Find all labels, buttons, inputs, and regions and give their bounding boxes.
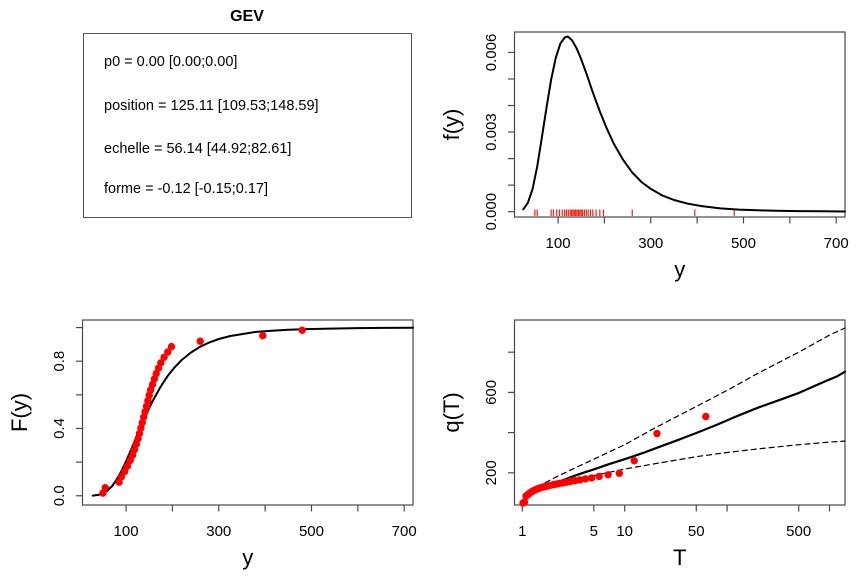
x-tick-label: 100	[114, 523, 139, 540]
y-tick-label: 0.003	[483, 113, 500, 151]
x-tick-label: 700	[824, 235, 849, 252]
data-point	[117, 473, 126, 481]
data-point	[595, 472, 603, 481]
y-tick-label: 600	[483, 380, 500, 405]
data-point	[259, 331, 267, 340]
x-tick-label: 1	[518, 523, 526, 540]
parameter-box: p0 = 0.00 [0.00;0.00] position = 125.11 …	[83, 33, 412, 218]
return-level-plot: 1 5 10 50 500 200 600 Tq(T)	[439, 319, 847, 570]
data-point	[142, 402, 151, 410]
x-tick-label: 100	[546, 235, 571, 252]
cdf-plot: 100 300 500 700 0.0 0.4 0.8 y F(y)	[7, 319, 417, 570]
y-tick-label: 0.8	[51, 351, 68, 372]
data-point	[630, 457, 638, 465]
data-point	[164, 348, 172, 356]
data-point	[138, 418, 146, 427]
confidence-lower-curve	[523, 440, 846, 501]
y-tick-label: 0.0	[51, 485, 68, 506]
x-tick-label: 50	[688, 523, 705, 540]
data-point	[123, 462, 132, 470]
x-tick-label: 500	[299, 523, 324, 540]
confidence-upper-curve	[523, 327, 846, 500]
data-point	[132, 440, 140, 448]
x-tick-label: 300	[206, 523, 231, 540]
plot-frame	[513, 319, 846, 506]
param-line-echelle: echelle = 56.14 [44.92;82.61]	[104, 141, 292, 157]
y-tick-label: 0.006	[483, 34, 500, 72]
x-axis-title: y	[674, 257, 685, 282]
plot-frame	[81, 319, 414, 506]
x-tick-label: 500	[786, 523, 811, 540]
data-point	[702, 412, 710, 421]
distribution-title: GEV	[230, 8, 264, 25]
plot-frame	[513, 31, 846, 218]
data-point	[520, 498, 529, 506]
data-point	[160, 353, 168, 361]
data-point	[604, 471, 612, 479]
x-tick-label: 700	[392, 523, 417, 540]
x-tick-label: 5	[590, 523, 598, 540]
data-point	[576, 476, 584, 484]
param-line-forme: forme = -0.12 [-0.15;0.17]	[104, 181, 269, 197]
gev-cdf-curve	[91, 326, 414, 497]
x-tick-label: 10	[616, 523, 633, 540]
gev-density-curve	[522, 35, 846, 213]
x-axis-title: y	[242, 545, 253, 570]
x-tick-label: 300	[638, 235, 663, 252]
y-axis-title: q(T)	[439, 392, 464, 432]
param-line-p0: p0 = 0.00 [0.00;0.00]	[104, 54, 238, 70]
y-axis-title: F(y)	[7, 393, 32, 432]
parameter-panel: GEV p0 = 0.00 [0.00;0.00] position = 125…	[0, 0, 432, 288]
data-point	[196, 337, 204, 345]
data-point	[148, 380, 157, 389]
y-axis-title: f(y)	[439, 109, 464, 141]
param-line-position: position = 125.11 [109.53;148.59]	[104, 98, 319, 114]
y-tick-label: 200	[483, 460, 500, 485]
y-tick-label: 0.000	[483, 193, 500, 231]
data-point	[167, 342, 176, 351]
x-axis-title: T	[673, 545, 686, 570]
data-point	[615, 469, 623, 477]
data-point	[581, 475, 590, 483]
data-point	[653, 429, 661, 438]
y-tick-label: 0.4	[51, 418, 68, 439]
density-plot: 100 300 500 700 0.000 0.003 0.006 y f(y)	[439, 31, 849, 282]
data-point	[588, 474, 596, 482]
data-point	[157, 359, 165, 367]
data-point	[101, 484, 109, 492]
data-point	[298, 326, 306, 334]
x-tick-label: 500	[731, 235, 756, 252]
